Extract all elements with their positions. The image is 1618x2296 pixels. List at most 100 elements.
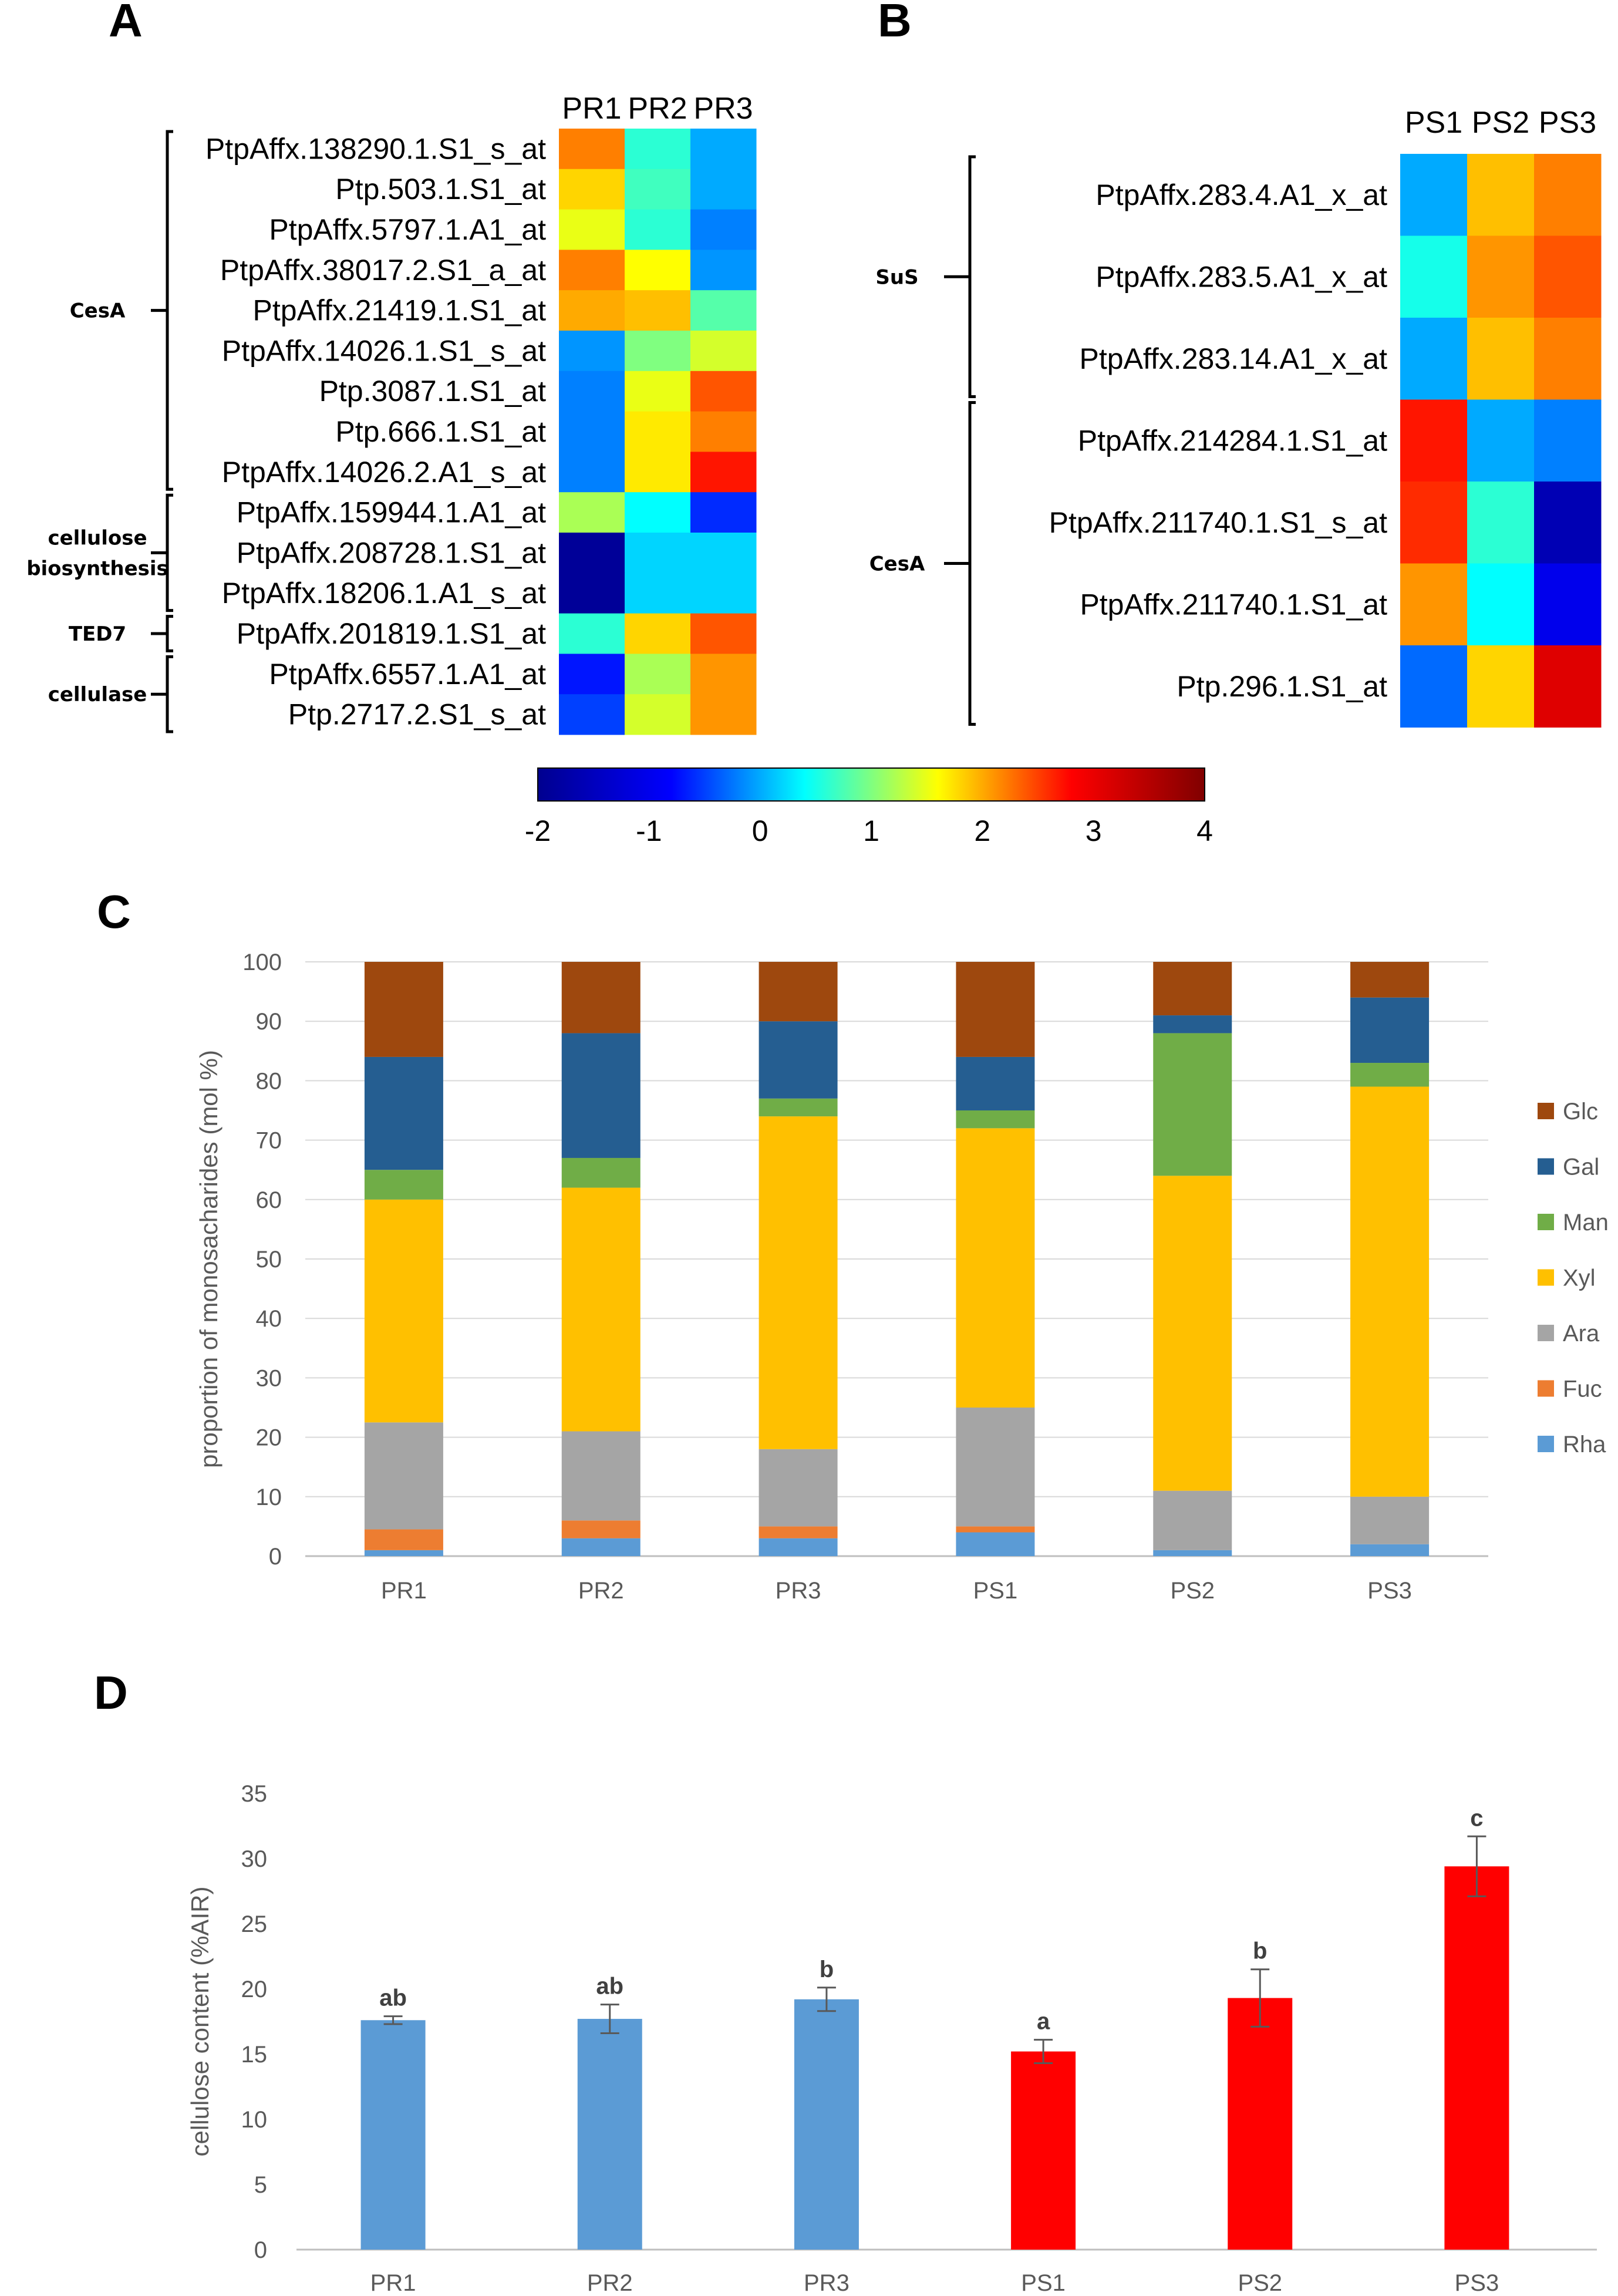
heat-cell	[625, 371, 691, 412]
x-tick-label: PS2	[1238, 2270, 1282, 2296]
heat-cell	[625, 492, 691, 533]
group-label: cellulase	[48, 683, 147, 706]
bar-segment-rha	[759, 1538, 838, 1556]
group-bracket	[166, 655, 173, 733]
group-label: CesA	[70, 299, 126, 323]
legend-label: Glc	[1563, 1099, 1598, 1125]
stacked-bar-chart-c: 0 10 20 30 40 50 60 70 80 90 100 proportion of mono…	[195, 950, 1609, 1604]
group-label: cellulose biosynthesis	[26, 526, 168, 580]
row-label: Ptp.666.1.S1_at	[335, 415, 546, 448]
heat-cell	[1467, 645, 1535, 728]
bar	[1011, 2051, 1076, 2250]
bar-segment-gal	[1153, 1015, 1232, 1033]
bar-segment-xyl	[759, 1116, 838, 1449]
bar-segment-man	[956, 1110, 1035, 1129]
group-bracket	[968, 401, 976, 726]
y-tick-label: 30	[256, 1365, 282, 1391]
heat-cell	[690, 129, 757, 170]
y-tick-label: 20	[241, 1977, 268, 2002]
row-label: Ptp.3087.1.S1_at	[319, 375, 547, 408]
bar-segment-man	[1350, 1063, 1430, 1087]
legend-swatch-fuc	[1538, 1380, 1554, 1397]
heat-cell	[625, 209, 691, 250]
heat-cell	[690, 411, 757, 452]
heat-cell	[559, 654, 625, 695]
row-label: PtpAffx.211740.1.S1_s_at	[1049, 506, 1387, 539]
bar	[794, 1999, 859, 2250]
x-tick-label: PS2	[1170, 1578, 1215, 1604]
bar-segment-ara	[1350, 1496, 1430, 1544]
row-label: PtpAffx.201819.1.S1_at	[237, 617, 546, 650]
heat-cell	[690, 533, 757, 574]
y-tick-label: 50	[256, 1247, 282, 1272]
group-bracket	[166, 130, 173, 491]
row-label: PtpAffx.14026.2.A1_s_at	[222, 456, 546, 489]
bar-segment-gal	[759, 1021, 838, 1099]
group-bracket	[166, 493, 173, 612]
bar-segment-xyl	[1153, 1176, 1232, 1491]
heat-cell	[1534, 563, 1602, 646]
bar-segment-glc	[1350, 962, 1430, 998]
heat-cell	[559, 452, 625, 493]
y-tick-label: 10	[241, 2107, 268, 2133]
group-bracket	[166, 615, 173, 652]
row-label: PtpAffx.5797.1.A1_at	[269, 213, 546, 246]
x-tick-label: PR3	[776, 1578, 821, 1604]
bar-segment-ara	[561, 1431, 641, 1521]
y-tick-label: 35	[241, 1781, 268, 1807]
heat-cell	[690, 694, 757, 735]
significance-label: a	[1037, 2009, 1050, 2035]
x-tick-label: PR1	[381, 1578, 427, 1604]
heat-cell	[1467, 318, 1535, 400]
heat-cell	[625, 654, 691, 695]
heat-cell	[625, 452, 691, 493]
legend-label: Gal	[1563, 1154, 1599, 1180]
bar-segment-gal	[364, 1056, 443, 1170]
heat-cell	[690, 209, 757, 250]
bar-segment-man	[1153, 1033, 1232, 1176]
heat-cell	[559, 573, 625, 614]
colorbar-tick-label: 4	[1196, 814, 1213, 847]
row-label: PtpAffx.38017.2.S1_a_at	[220, 254, 546, 287]
bar-segment-xyl	[561, 1187, 641, 1432]
row-label: PtpAffx.283.14.A1_x_at	[1080, 342, 1388, 375]
x-tick-label: PS3	[1367, 1578, 1412, 1604]
y-tick-label: 15	[241, 2042, 268, 2068]
bar-segment-glc	[759, 962, 838, 1022]
row-label: PtpAffx.214284.1.S1_at	[1078, 424, 1387, 457]
bar-segment-man	[759, 1098, 838, 1117]
heat-cell	[559, 209, 625, 250]
y-axis-label: proportion of monosacharides (mol %)	[195, 1050, 223, 1468]
y-tick-label: 40	[256, 1306, 282, 1332]
colorbar-tick-label: -2	[525, 814, 551, 847]
y-tick-label: 0	[254, 2237, 267, 2263]
heat-cell	[690, 250, 757, 291]
x-tick-label: PS1	[973, 1578, 1018, 1604]
heat-cell	[625, 613, 691, 654]
bar-segment-glc	[561, 962, 641, 1033]
heat-cell	[559, 331, 625, 372]
panel-b-label: B	[878, 0, 912, 46]
bar-segment-xyl	[364, 1199, 443, 1423]
bar-segment-glc	[364, 962, 443, 1057]
bar-segment-rha	[561, 1538, 641, 1556]
colorbar-tick-label: 2	[974, 814, 990, 847]
bar-segment-fuc	[956, 1526, 1035, 1533]
colorbar-tick-label: 1	[863, 814, 879, 847]
bar-segment-xyl	[956, 1128, 1035, 1408]
colorbar: -2 -1 0 1 2 3 4	[525, 767, 1213, 847]
heat-cell	[1534, 482, 1602, 564]
heat-cell	[625, 694, 691, 735]
heatmap-b: PtpAffx.283.4.A1_x_at PtpAffx.283.5.A1_x_…	[869, 106, 1602, 728]
group-label: TED7	[69, 622, 126, 646]
bar-segment-fuc	[759, 1526, 838, 1538]
heat-cell	[1400, 235, 1468, 318]
bar-segment-man	[561, 1157, 641, 1188]
group-label: SuS	[875, 265, 918, 289]
y-tick-label: 60	[256, 1187, 282, 1213]
legend-label: Man	[1563, 1210, 1609, 1235]
bar-segment-gal	[1350, 997, 1430, 1063]
heat-cell	[1400, 645, 1468, 728]
bar-segment-fuc	[364, 1529, 443, 1550]
